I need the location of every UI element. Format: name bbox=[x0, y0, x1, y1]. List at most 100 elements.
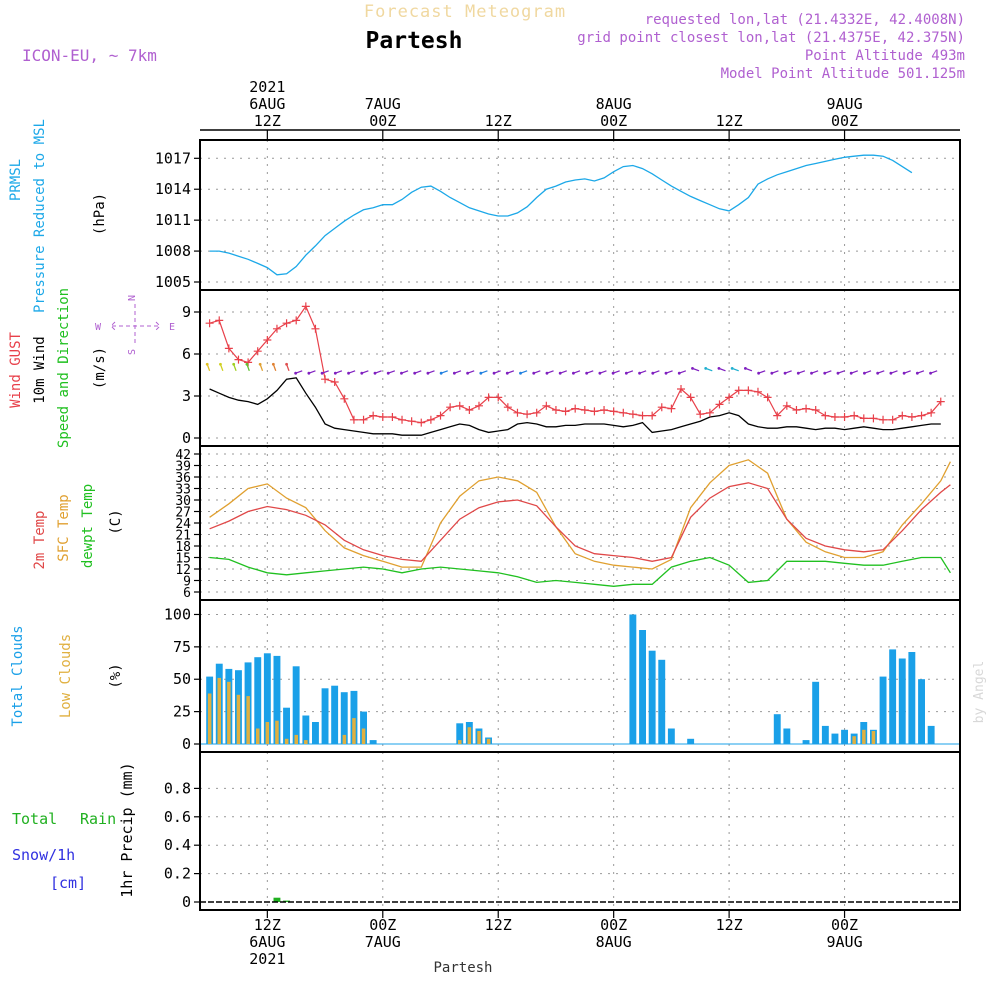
wind-direction-arrowhead bbox=[466, 371, 469, 375]
wind-direction-arrowhead bbox=[205, 362, 209, 366]
wind-gust-marker bbox=[484, 393, 493, 402]
wind-direction-arrowhead bbox=[492, 371, 496, 375]
model-label: ICON-EU, ~ 7km bbox=[22, 46, 157, 65]
wind-direction-arrowhead bbox=[624, 371, 628, 375]
y-tick-label: 75 bbox=[173, 638, 191, 656]
wind-direction-arrowhead bbox=[691, 367, 694, 370]
wind-direction-arrowhead bbox=[285, 362, 288, 366]
wind-gust-marker bbox=[426, 415, 435, 424]
wind-gust-marker bbox=[609, 407, 618, 416]
wind-direction-arrowhead bbox=[704, 367, 708, 370]
wind-direction-arrowhead bbox=[545, 371, 549, 375]
x-tick-label-bottom: 12Z bbox=[485, 916, 512, 934]
pressure-label-2: Pressure Reduced to MSL bbox=[32, 119, 48, 313]
wind-label-10m: 10m Wind bbox=[32, 336, 48, 403]
wind-gust-marker bbox=[600, 406, 609, 414]
wind-gust-marker bbox=[590, 407, 599, 416]
wind-gust-marker bbox=[744, 386, 753, 395]
total-cloud-bar bbox=[321, 688, 329, 744]
wind-gust-marker bbox=[715, 400, 724, 409]
wind-direction-arrowhead bbox=[585, 371, 589, 375]
wind-gust-marker bbox=[696, 410, 705, 419]
wind-gust-marker bbox=[561, 407, 570, 416]
wind-gust-marker bbox=[734, 386, 743, 395]
low-cloud-bar bbox=[477, 731, 481, 744]
total-cloud-bar bbox=[841, 729, 848, 744]
wind-direction-arrowhead bbox=[664, 371, 668, 375]
wind-direction-arrowhead bbox=[479, 371, 483, 375]
total-cloud-bar bbox=[340, 692, 348, 744]
x-tick-label-bottom: 7AUG bbox=[365, 933, 401, 951]
wind-gust-marker bbox=[936, 397, 945, 406]
temp-label-sfc: SFC Temp bbox=[56, 494, 72, 561]
wind-gust-marker bbox=[205, 319, 214, 328]
total-cloud-bar bbox=[783, 728, 791, 744]
rain-bar bbox=[273, 897, 281, 902]
wind-gust-marker bbox=[349, 415, 358, 424]
compass-south: S bbox=[127, 349, 138, 355]
wind-gust-marker bbox=[850, 411, 859, 420]
y-tick-label: 15 bbox=[175, 552, 191, 567]
y-tick-label: 27 bbox=[175, 506, 191, 521]
y-tick-label: 21 bbox=[175, 529, 191, 544]
y-tick-label: 0.4 bbox=[164, 836, 191, 854]
low-cloud-bar bbox=[486, 738, 491, 744]
wind-direction-arrowhead bbox=[915, 371, 919, 375]
x-tick-label-bottom: 00Z bbox=[600, 916, 627, 934]
x-tick-label-bottom: 12Z bbox=[716, 916, 743, 934]
wind-direction-arrowhead bbox=[519, 371, 522, 375]
x-tick-label-top: 9AUG bbox=[826, 95, 862, 113]
wind-gust-marker bbox=[917, 411, 926, 420]
wind-gust-marker bbox=[580, 406, 589, 414]
wind-gust-marker bbox=[677, 385, 686, 393]
wind-direction-arrowhead bbox=[386, 371, 390, 375]
wind-gust-marker bbox=[792, 406, 801, 414]
wind-gust-marker bbox=[898, 411, 907, 420]
total-cloud-bar bbox=[273, 655, 281, 744]
y-tick-label: 18 bbox=[175, 540, 191, 555]
series-layer bbox=[200, 155, 960, 903]
wind-direction-arrowhead bbox=[245, 362, 249, 366]
precip-label-snow: Snow/1h bbox=[12, 846, 75, 864]
wind-gust-marker bbox=[253, 347, 262, 356]
wind-gust-marker bbox=[388, 413, 397, 421]
total-cloud-bar bbox=[773, 714, 781, 744]
wind-gust-marker bbox=[244, 358, 253, 367]
total-cloud-bar bbox=[254, 657, 262, 744]
label-layer: 1005100810111014101703696912151821242730… bbox=[8, 78, 863, 968]
y-tick-label: 12 bbox=[175, 563, 191, 578]
wind-direction-arrowhead bbox=[677, 371, 681, 375]
y-tick-label: 9 bbox=[182, 303, 191, 321]
wind-gust-marker bbox=[811, 406, 820, 414]
wind-direction-arrowhead bbox=[823, 371, 827, 375]
wind-direction-arrowhead bbox=[849, 371, 853, 375]
y-tick-label: 42 bbox=[175, 448, 191, 463]
x-tick-label-bottom: 9AUG bbox=[826, 933, 862, 951]
y-tick-label: 1008 bbox=[155, 242, 191, 260]
low-cloud-bar bbox=[458, 740, 462, 744]
temp-label-dewpt: dewpt Temp bbox=[80, 484, 96, 568]
wind-gust-marker bbox=[359, 415, 368, 424]
wind-gust-marker bbox=[705, 408, 714, 417]
total-cloud-bar bbox=[302, 715, 310, 744]
wind-gust-marker bbox=[859, 414, 868, 423]
x-tick-label-bottom: 12Z bbox=[254, 916, 281, 934]
wind-gust-marker bbox=[446, 403, 455, 412]
wind-gust-marker bbox=[638, 411, 647, 420]
grid-layer bbox=[200, 140, 960, 910]
wind-gust-marker bbox=[417, 418, 426, 427]
total-cloud-bar bbox=[898, 658, 906, 744]
wind-gust-marker bbox=[686, 393, 695, 402]
total-cloud-bar bbox=[879, 676, 887, 744]
wind-gust-marker bbox=[407, 417, 416, 426]
precip-label-total: Total bbox=[12, 810, 57, 828]
precip-label-rain: Rain bbox=[80, 810, 116, 828]
pressure-unit: (hPa) bbox=[92, 193, 108, 235]
wind-gust-marker bbox=[657, 403, 666, 412]
y-tick-label: 50 bbox=[173, 670, 191, 688]
total-cloud-bar bbox=[667, 728, 675, 744]
y-tick-label: 100 bbox=[164, 605, 191, 623]
surface-temp-line bbox=[209, 459, 951, 570]
x-tick-label-top: 2021 bbox=[249, 78, 285, 96]
